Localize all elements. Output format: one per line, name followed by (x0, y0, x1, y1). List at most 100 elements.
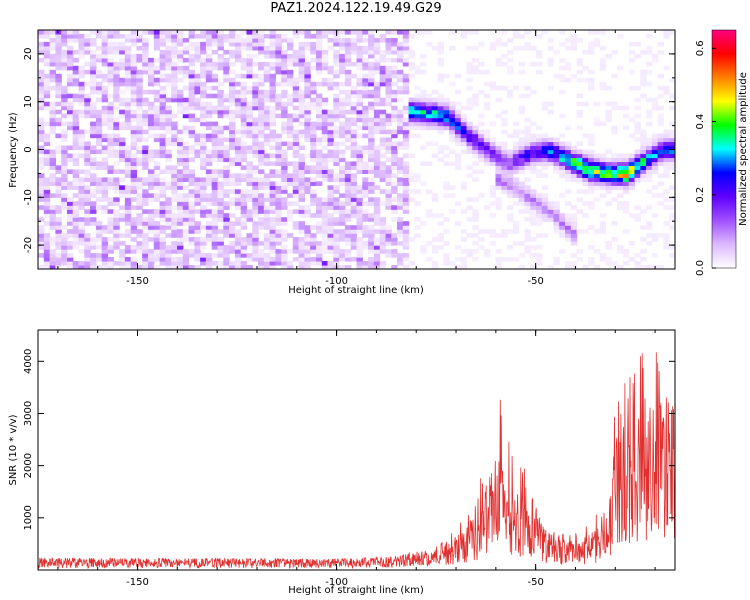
heatmap-cell (229, 261, 236, 266)
heatmap-cell (373, 221, 381, 226)
heatmap-cell (391, 57, 398, 63)
heatmap-cell (408, 113, 415, 119)
heatmap-cell (148, 89, 155, 95)
heatmap-cell (67, 113, 74, 119)
heatmap-cell (356, 169, 363, 174)
heatmap-cell (379, 117, 387, 123)
heatmap-cells (38, 30, 675, 269)
heatmap-cell (101, 265, 109, 269)
heatmap-cell (478, 193, 485, 198)
heatmap-cell (414, 233, 421, 238)
heatmap-cell (553, 149, 560, 155)
heatmap-cell (136, 129, 143, 135)
heatmap-cell (171, 189, 178, 194)
heatmap-cell (269, 34, 276, 39)
heatmap-cell (362, 81, 369, 87)
heatmap-cell (663, 197, 670, 202)
heatmap-cell (67, 181, 74, 186)
heatmap-cell (478, 129, 485, 135)
heatmap-cell (391, 89, 398, 95)
heatmap-cell (536, 145, 543, 151)
heatmap-cell (159, 237, 166, 242)
heatmap-cell (234, 73, 242, 79)
heatmap-cell (240, 225, 248, 230)
heatmap-cell (38, 89, 45, 95)
heatmap-cell (368, 177, 375, 182)
heatmap-cell (49, 253, 56, 258)
heatmap-cell (148, 65, 155, 71)
heatmap-cell (211, 105, 219, 111)
heatmap-cell (292, 34, 300, 39)
heatmap-cell (38, 177, 45, 182)
heatmap-cell (269, 221, 276, 226)
heatmap-cell (90, 38, 97, 43)
heatmap-cell (136, 201, 143, 206)
heatmap-cell (402, 121, 410, 127)
heatmap-cell (153, 229, 161, 234)
heatmap-cell (258, 109, 265, 115)
heatmap-cell (489, 85, 497, 91)
heatmap-cell (402, 169, 410, 174)
heatmap-cell (292, 241, 300, 246)
heatmap-cell (501, 169, 508, 174)
heatmap-cell (547, 205, 554, 210)
heatmap-cell (333, 201, 340, 206)
heatmap-cell (489, 241, 497, 246)
heatmap-cell (397, 253, 404, 258)
heatmap-cell (119, 205, 126, 210)
heatmap-cell (304, 125, 311, 131)
heatmap-cell (530, 221, 537, 226)
heatmap-cell (634, 41, 641, 47)
heatmap-cell (205, 45, 213, 51)
heatmap-cell (263, 137, 271, 143)
heatmap-cell (240, 73, 248, 79)
heatmap-cell (211, 30, 219, 35)
heatmap-cell (310, 165, 317, 170)
heatmap-cell (38, 173, 45, 178)
heatmap-cell (344, 73, 352, 79)
heatmap-cell (252, 245, 259, 250)
heatmap-cell (304, 213, 311, 218)
heatmap-cell (38, 193, 45, 198)
heatmap-cell (67, 185, 74, 190)
heatmap-cell (368, 133, 375, 139)
bottom-y-axis-label: SNR (10 * v/v) (8, 414, 19, 485)
heatmap-cell (107, 165, 114, 170)
heatmap-cell (344, 125, 352, 131)
heatmap-cell (530, 45, 537, 51)
heatmap-cell (420, 117, 427, 123)
heatmap-cell (593, 197, 601, 202)
heatmap-cell (223, 77, 230, 83)
heatmap-cell (148, 149, 155, 155)
heatmap-cell (431, 109, 439, 115)
heatmap-cell (489, 137, 497, 143)
heatmap-cell (547, 217, 554, 222)
heatmap-cell (640, 165, 647, 170)
heatmap-cell (229, 121, 236, 127)
heatmap-cell (281, 141, 288, 147)
heatmap-cell (304, 34, 311, 39)
heatmap-cell (512, 193, 520, 198)
heatmap-cell (431, 261, 439, 266)
heatmap-cell (333, 81, 340, 87)
heatmap-cell (553, 73, 560, 79)
heatmap-cell (350, 197, 358, 202)
heatmap-cell (101, 85, 109, 91)
heatmap-cell (472, 209, 479, 214)
heatmap-cell (373, 101, 381, 107)
heatmap-cell (159, 257, 166, 262)
heatmap-cell (599, 121, 607, 127)
heatmap-cell (344, 121, 352, 127)
heatmap-cell (437, 93, 444, 99)
heatmap-cell (321, 133, 329, 139)
heatmap-cell (252, 81, 259, 87)
heatmap-cell (402, 193, 410, 198)
heatmap-cell (217, 185, 224, 190)
heatmap-cell (344, 185, 352, 190)
heatmap-cell (599, 185, 607, 190)
heatmap-cell (501, 185, 508, 190)
heatmap-cell (350, 41, 358, 47)
heatmap-cell (165, 117, 172, 123)
heatmap-cell (292, 141, 300, 147)
heatmap-cell (663, 221, 670, 226)
